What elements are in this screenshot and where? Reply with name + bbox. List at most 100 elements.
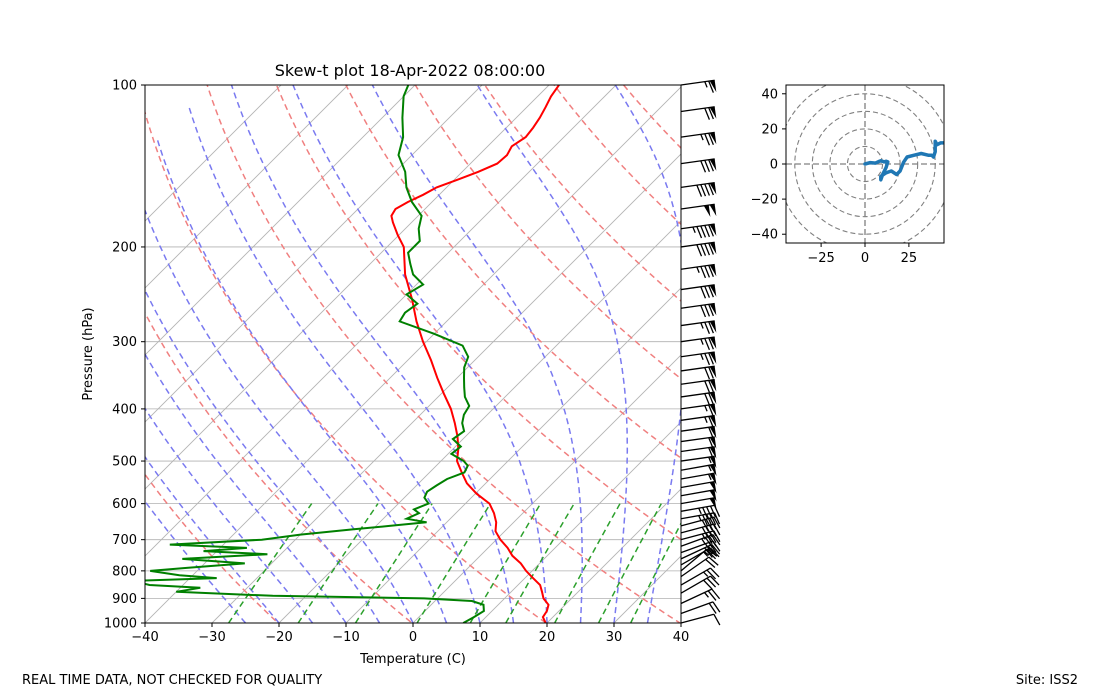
wind-barb [680, 472, 717, 485]
wind-barb-full [708, 80, 714, 93]
wind-barb-flag [709, 224, 717, 236]
wind-barb-flag [709, 436, 717, 449]
wind-barb [680, 203, 717, 217]
wind-barb [680, 425, 717, 439]
mixing-ratio-7 [469, 503, 542, 623]
wind-barb-full [708, 321, 714, 334]
wind-barb-full [700, 243, 707, 256]
wind-barb-full [708, 242, 714, 255]
wind-barb [680, 106, 717, 120]
isotherm--60 [145, 85, 550, 490]
wind-barb-flag [709, 80, 717, 93]
wind-barb [680, 223, 717, 239]
wind-barb-half [703, 551, 709, 557]
wind-barb-full [708, 602, 717, 614]
wind-barb-shaft [680, 613, 715, 624]
wind-barb [680, 403, 717, 417]
mixing-ratio-10 [505, 503, 575, 623]
x-tick-label: 40 [673, 630, 690, 645]
wind-barb-flag [709, 320, 717, 333]
wind-barb [680, 336, 717, 351]
wind-barb-shaft [680, 523, 715, 534]
isotherm--70 [145, 85, 483, 423]
moist-adiabat-25 [371, 85, 583, 623]
wind-barb [680, 351, 717, 366]
wind-barb-full [704, 393, 711, 406]
wind-barb [680, 391, 717, 406]
wind-barb-shaft [680, 489, 715, 497]
wind-barb-full [708, 404, 714, 417]
wind-barb-flag [709, 473, 717, 485]
wind-barb-full [708, 304, 714, 317]
wind-barb [680, 567, 720, 586]
isotherm--80 [145, 85, 416, 356]
wind-barb-full [709, 567, 720, 578]
dry-adiabat-293 [145, 109, 548, 623]
hodograph-crosshair [786, 85, 944, 243]
mixing-ratio-24 [597, 503, 662, 623]
x-axis-label: Temperature (C) [359, 652, 466, 667]
wind-barb-full [701, 526, 709, 539]
wind-barb-flag [709, 242, 717, 255]
isotherm--40 [145, 86, 681, 623]
wind-barb-full [709, 513, 717, 526]
moist-adiabat-30 [476, 85, 629, 623]
y-tick-label: 800 [112, 564, 137, 579]
wind-barb-full [704, 321, 711, 334]
wind-barb-shaft [680, 588, 713, 605]
wind-barb-full [704, 265, 711, 278]
wind-barb [680, 365, 717, 380]
isotherm--50 [145, 85, 617, 557]
isotherm-lines [145, 85, 681, 623]
wind-barb [680, 446, 717, 460]
wind-barb-half [701, 533, 706, 540]
wind-barb [680, 182, 717, 197]
moist-adiabat--20 [145, 455, 280, 623]
dry-adiabat-313 [206, 85, 681, 623]
mixing-ratio-0.4 [227, 503, 313, 623]
temperature-profile-line [390, 85, 560, 623]
moist-adiabat-lines [145, 85, 681, 623]
wind-barb-full [696, 184, 703, 197]
isotherm-30 [613, 555, 681, 623]
wind-barb-full [704, 380, 711, 393]
wind-barb-full [711, 544, 721, 555]
x-tick-label: 10 [472, 630, 489, 645]
wind-barb [680, 79, 717, 93]
sounding-profiles [145, 85, 560, 623]
wind-barb-full [707, 590, 717, 601]
hodograph-y-tick-label: 0 [770, 158, 778, 173]
wind-barb-shaft [680, 512, 715, 520]
skew-t-chart: −40 −30 −20 −10 0 10 20 30 40 1000 900 800 700 600 50… [81, 61, 721, 667]
y-axis-label: Pressure (hPa) [81, 307, 96, 400]
wind-barb-shaft [680, 203, 715, 210]
hodograph-y-ticks: 40 20 0 −20 −40 [751, 87, 786, 243]
wind-barb-half [704, 592, 709, 598]
wind-barb-full [704, 367, 711, 380]
wind-barb-full [704, 133, 711, 146]
isotherm-10 [479, 421, 681, 623]
wind-barb-full [702, 514, 709, 527]
wind-barb-half [701, 538, 706, 545]
wind-barb-half [700, 322, 704, 329]
isotherm--100 [145, 85, 282, 222]
wind-barb-flag [709, 426, 717, 439]
wind-barb-full [703, 579, 713, 590]
isotherm-20 [546, 488, 681, 623]
wind-barb-full [704, 225, 711, 238]
wind-barb-half [708, 456, 712, 464]
quality-disclaimer: REAL TIME DATA, NOT CHECKED FOR QUALITY [22, 673, 323, 688]
x-tick-label: 20 [539, 630, 556, 645]
x-tick-label: −20 [265, 630, 292, 645]
dry-adiabat-253 [145, 473, 280, 623]
mixing-ratio-2 [354, 503, 433, 623]
wind-barb-half [698, 507, 702, 515]
wind-barb-full [705, 558, 716, 569]
wind-barb [680, 263, 717, 279]
dewpoint-profile-line [145, 85, 485, 623]
wind-barb-full [696, 226, 703, 239]
wind-barb-flag [703, 205, 711, 217]
hodograph-y-tick-label: 40 [761, 87, 778, 102]
wind-barb-half [700, 134, 704, 141]
wind-barb [680, 436, 717, 450]
